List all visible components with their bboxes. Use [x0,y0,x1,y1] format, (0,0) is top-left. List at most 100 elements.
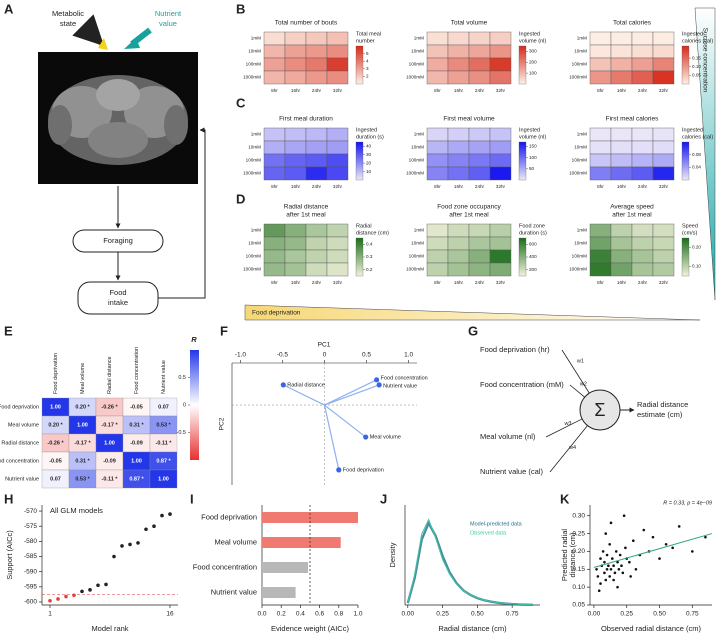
corr-value: 0.07 [158,404,169,410]
vector-label: Food deprivation [343,467,384,473]
point [88,588,92,592]
y-tick-label: Food concentration [193,562,257,571]
heatmap-cell [489,166,512,181]
weight-label: w1 [576,359,584,365]
label: Metabolic [52,9,84,18]
output-label: Radial distance [637,400,688,409]
colorbar-label: volume (nl) [519,134,546,140]
x-tick-label: 0.5 [362,352,371,359]
row-label: 1mM [577,132,587,137]
col-label: 32hr [496,280,506,285]
heatmap-cell [426,57,449,72]
colorbar [355,141,364,181]
col-label: 16hr [454,88,464,93]
bar [262,562,309,573]
heatmap-title: Radial distance [284,204,329,211]
point [128,542,132,547]
axis-title: PC2 [219,417,226,430]
heatmap-title: First meal volume [443,116,495,123]
heatmap-cell [284,57,307,72]
point [597,589,601,593]
input-label: Food concentration (mM) [480,380,564,389]
colorbar-tick-label: 40 [366,143,372,148]
colorbar [518,141,527,181]
heatmap-cell [284,166,307,181]
row-label: 1000mM [243,75,261,80]
col-label: 24hr [638,280,648,285]
colorbar-tick-label: 4 [366,58,369,63]
x-tick-label: 0.25 [620,611,633,618]
row-label: 1000mM [569,171,587,176]
heatmap-cell [305,249,328,264]
row-label: Food concentration [0,458,39,464]
y-tick-label: 0.05 [572,602,585,609]
heatmap-cell [610,57,633,72]
heatmap-cell [447,166,470,181]
colorbar-tick-label: 5 [366,51,369,56]
heatmap-cell [468,153,491,168]
arrow-metabolic [72,14,105,47]
colorbar-tick-label: 100 [529,155,537,160]
x-tick-label: 1.0 [404,352,413,359]
heatmap-cell [426,44,449,59]
point [671,546,674,550]
col-label: 8hr [434,280,441,285]
heatmap-cell [326,57,349,72]
y-tick-label: 0.15 [572,566,585,573]
col-label: 24hr [312,88,322,93]
heatmap-cell [326,44,349,59]
colorbar-label: Ingested [356,127,377,133]
point [596,575,600,578]
col-label: 8hr [271,280,278,285]
y-tick-label: 0.25 [572,530,585,537]
colorbar-label: R [191,335,197,344]
colorbar [681,45,690,85]
point [603,560,606,564]
colorbar-label: duration (s) [519,230,547,236]
corr-value: 0.87 * [129,476,144,482]
heatmap-cell [426,223,449,238]
heatmap-cell [489,57,512,72]
heatmap-cell [305,223,328,238]
heatmap-title: Total calories [613,20,652,27]
heatmap-cell [326,140,349,155]
heatmap-cell [489,140,512,155]
heatmap-cell [468,70,491,85]
row-label: 1mM [414,228,424,233]
point [614,550,618,553]
colorbar-label: volume (nl) [519,38,546,44]
point [607,564,610,568]
heatmap-cell [652,166,675,181]
col-label: Food concentration [134,347,140,394]
corr-value: -0.09 [103,458,116,464]
col-label: 8hr [597,88,604,93]
point [628,560,631,564]
label: value [159,19,177,28]
col-label: 32hr [333,184,343,189]
point [612,564,615,568]
heatmap-cell [326,262,349,277]
colorbar-label: Food zone [519,223,545,229]
heatmap-cell [652,153,675,168]
colorbar [518,237,527,277]
heatmap-cell [631,153,654,168]
point [658,557,661,560]
heatmap-cell [610,31,633,46]
col-label: 8hr [434,184,441,189]
point [608,575,611,578]
heatmap-cell [610,44,633,59]
heatmap-cell [305,140,328,155]
sum-symbol: Σ [594,400,605,420]
colorbar-tick-label: 200 [529,60,537,65]
axis-title: Evidence weight (AICc) [271,624,349,633]
heatmap-cell [284,236,307,251]
point [595,567,598,571]
loading-vector [324,404,367,438]
heatmap-cell [489,249,512,264]
corr-value: -0.11 * [102,476,119,482]
col-label: 16hr [291,184,301,189]
heatmap-cell [284,262,307,277]
heatmap-cell [652,70,675,85]
point [664,542,668,546]
loading-point [336,467,342,473]
